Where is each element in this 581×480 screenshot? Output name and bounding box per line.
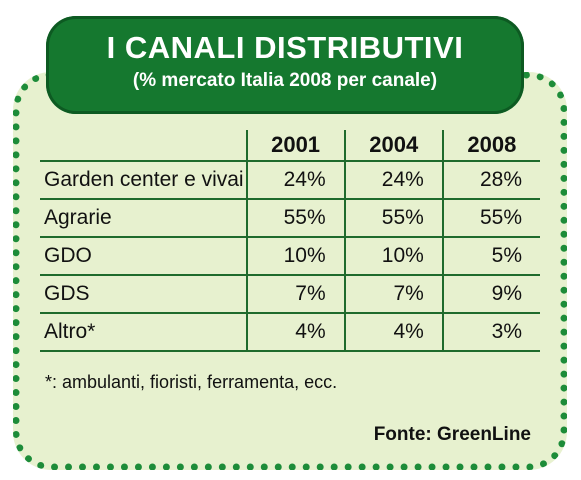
chart-title: I CANALI DISTRIBUTIVI [106,30,464,65]
cell-value: 4% [245,312,345,352]
footnote: *: ambulanti, fioristi, ferramenta, ecc. [45,372,338,392]
cell-value: 24% [245,160,345,199]
cell-value: 10% [245,236,345,275]
table-row: Agrarie 55% 55% 55% [40,198,540,237]
cell-value: 28% [441,160,540,199]
table-header-row: 2001 2004 2008 [40,130,540,161]
row-label: GDO [40,236,247,275]
row-label: Agrarie [40,198,247,237]
table-row: Altro* 4% 4% 3% [40,312,540,352]
column-header-2004: 2004 [343,130,443,161]
table-row: Garden center e vivai 24% 24% 28% [40,160,540,199]
cell-value: 55% [441,198,540,237]
column-header-2008: 2008 [441,130,540,161]
cell-value: 55% [245,198,345,237]
cell-value: 9% [441,274,540,313]
cell-value: 3% [441,312,540,352]
cell-value: 10% [343,236,443,275]
cell-value: 4% [343,312,443,352]
chart-subtitle: (% mercato Italia 2008 per canale) [132,70,438,91]
cell-value: 7% [343,274,443,313]
row-label: GDS [40,274,247,313]
cell-value: 24% [343,160,443,199]
row-label: Altro* [40,312,247,352]
column-header-2001: 2001 [245,130,345,161]
table-row: GDS 7% 7% 9% [40,274,540,313]
cell-value: 5% [441,236,540,275]
source-credit: Fonte: GreenLine [373,424,531,445]
header-corner [40,130,247,161]
data-table: 2001 2004 2008 Garden center e vivai 24%… [40,130,540,352]
cell-value: 55% [343,198,443,237]
table-row: GDO 10% 10% 5% [40,236,540,275]
title-banner: I CANALI DISTRIBUTIVI (% mercato Italia … [46,16,524,114]
cell-value: 7% [245,274,345,313]
row-label: Garden center e vivai [40,160,247,199]
